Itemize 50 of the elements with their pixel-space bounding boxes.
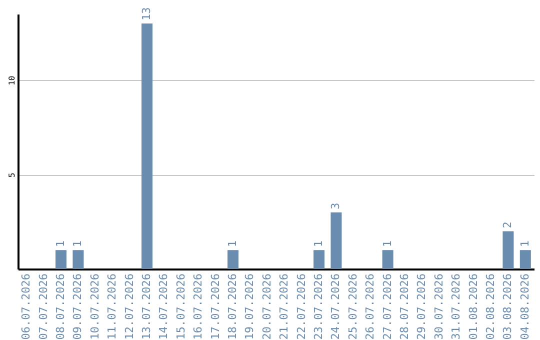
x-tick-label: 30.07.2026: [432, 274, 446, 340]
x-tick-label: 22.07.2026: [294, 274, 308, 340]
x-tick-label: 03.08.2026: [501, 274, 514, 340]
y-tick-label: 10: [8, 76, 16, 86]
x-tick-label: 01.08.2026: [466, 274, 480, 340]
x-tick-label: 25.07.2026: [346, 274, 360, 340]
data-label: 1: [518, 240, 532, 248]
x-tick-label: 06.07.2026: [20, 274, 33, 340]
x-tick-label: 10.07.2026: [88, 274, 102, 340]
x-tick-label: 15.07.2026: [174, 274, 188, 340]
bar: [227, 250, 239, 269]
x-tick-label: 21.07.2026: [278, 274, 291, 340]
x-tick-label: 11.07.2026: [106, 274, 119, 340]
x-tick-label: 07.07.2026: [36, 274, 50, 340]
data-label: 13: [140, 7, 153, 20]
data-label: 2: [501, 222, 514, 228]
x-tick-label: 04.08.2026: [518, 274, 532, 340]
x-tick-label: 27.07.2026: [380, 274, 394, 340]
x-tick-label: 02.08.2026: [484, 274, 497, 340]
x-tick-label: 23.07.2026: [312, 274, 325, 340]
x-tick-label: 26.07.2026: [364, 274, 377, 340]
bar: [520, 250, 531, 269]
data-label: 3: [329, 202, 342, 210]
x-tick-label: 17.07.2026: [208, 274, 222, 340]
bar: [313, 250, 325, 269]
bar: [55, 250, 67, 269]
x-tick-label: 13.07.2026: [140, 274, 153, 340]
data-label: 1: [312, 240, 325, 248]
x-tick-label: 18.07.2026: [226, 274, 239, 340]
x-tick-label: 19.07.2026: [243, 274, 256, 340]
x-tick-label: 20.07.2026: [260, 274, 274, 340]
data-label: 1: [226, 240, 239, 248]
x-tick-label: 16.07.2026: [192, 274, 205, 340]
x-tick-label: 12.07.2026: [122, 274, 136, 340]
x-tick-label: 31.07.2026: [450, 274, 463, 340]
y-tick-label: 5: [8, 172, 16, 178]
bar: [502, 231, 514, 269]
x-tick-label: 28.07.2026: [398, 274, 411, 340]
data-label: 1: [71, 240, 84, 248]
x-tick-label: 14.07.2026: [157, 274, 170, 340]
bar: [72, 250, 84, 269]
bar: [330, 212, 342, 269]
bar: [382, 250, 394, 269]
bar: [141, 23, 153, 269]
x-tick-label: 24.07.2026: [329, 274, 342, 340]
x-tick-label: 29.07.2026: [415, 274, 428, 340]
data-label: 1: [380, 240, 394, 248]
x-tick-label: 09.07.2026: [71, 274, 84, 340]
x-tick-label: 08.07.2026: [54, 274, 67, 340]
data-label: 1: [54, 240, 67, 248]
